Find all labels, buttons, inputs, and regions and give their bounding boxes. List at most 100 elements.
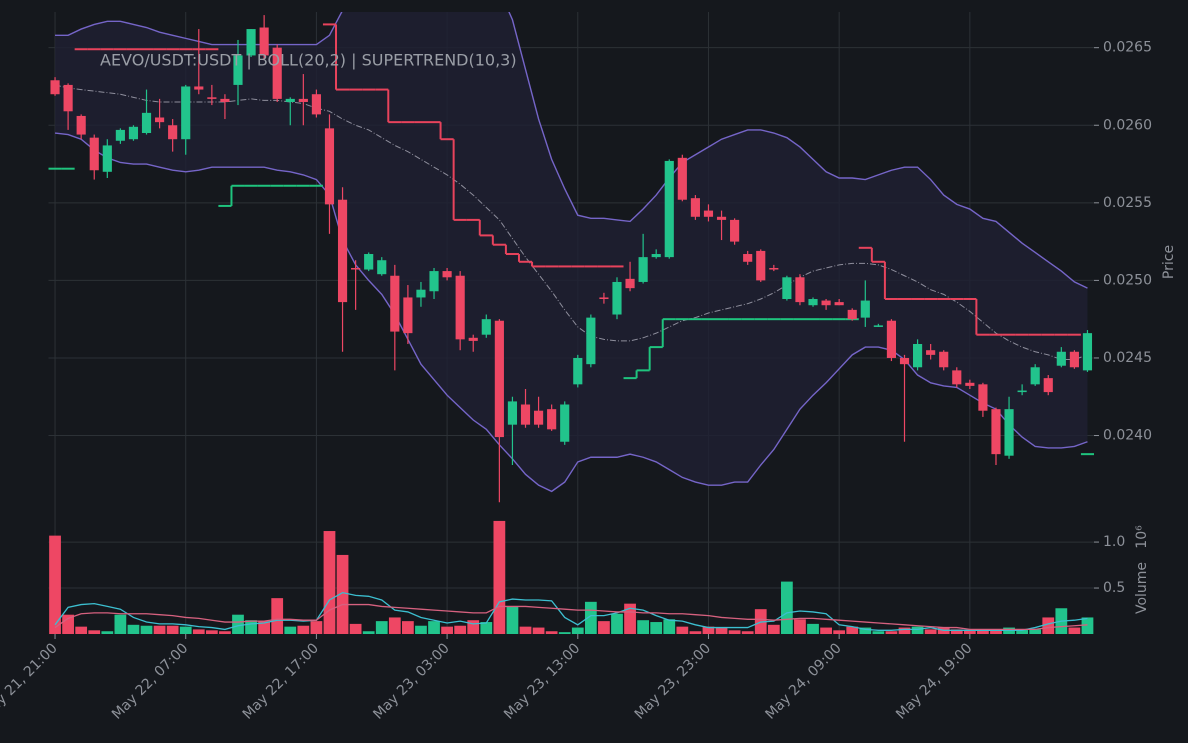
candle-body bbox=[873, 325, 883, 327]
candle-body bbox=[743, 254, 753, 262]
candle-body bbox=[494, 320, 504, 438]
volume-bar bbox=[101, 631, 114, 634]
price-panel bbox=[48, 12, 1094, 503]
candle-body bbox=[821, 300, 831, 306]
candle-body bbox=[233, 55, 243, 85]
candle-body bbox=[351, 267, 361, 270]
volume-panel bbox=[49, 520, 1094, 634]
candle-body bbox=[912, 344, 923, 368]
candle-body bbox=[1043, 378, 1053, 393]
candle-body bbox=[939, 351, 949, 368]
candle-body bbox=[769, 267, 779, 270]
candle-body bbox=[860, 300, 870, 318]
candle-body bbox=[586, 317, 596, 365]
volume-bar bbox=[114, 614, 127, 634]
volume-bar bbox=[232, 614, 244, 634]
candle-body bbox=[403, 297, 413, 334]
candle-body bbox=[128, 126, 139, 140]
candle-body bbox=[703, 210, 714, 217]
candle-body bbox=[246, 29, 256, 56]
volume-bar bbox=[284, 626, 297, 634]
volume-bar bbox=[584, 601, 597, 634]
y-tick-label: 0.0265 bbox=[1103, 40, 1152, 56]
volume-bar bbox=[689, 631, 702, 634]
candle-body bbox=[730, 219, 740, 242]
candle-body bbox=[63, 84, 73, 112]
volume-bar bbox=[715, 627, 728, 634]
y-tick-label: 0.5 bbox=[1103, 580, 1125, 596]
bollinger-fill bbox=[55, 12, 1088, 492]
volume-bar bbox=[820, 627, 832, 634]
volume-bar bbox=[88, 630, 101, 634]
volume-bar bbox=[663, 619, 676, 634]
candle-body bbox=[899, 357, 910, 365]
volume-bar bbox=[388, 617, 401, 634]
volume-bar bbox=[75, 626, 88, 634]
candle-body bbox=[612, 281, 622, 315]
candle-body bbox=[651, 254, 661, 258]
candle-body bbox=[1030, 367, 1040, 385]
volume-bar bbox=[859, 627, 872, 634]
volume-bar bbox=[650, 622, 663, 634]
volume-bar bbox=[506, 606, 519, 634]
volume-bar bbox=[807, 623, 819, 634]
volume-bar bbox=[49, 535, 61, 634]
volume-bar bbox=[624, 603, 636, 634]
candle-body bbox=[468, 337, 478, 341]
candle-body bbox=[220, 98, 230, 102]
volume-bar bbox=[637, 620, 650, 634]
candle-body bbox=[638, 257, 648, 282]
candle-body bbox=[677, 157, 687, 200]
volume-bar bbox=[245, 620, 257, 634]
candle-body bbox=[207, 97, 217, 99]
volume-bar bbox=[781, 581, 793, 634]
volume-bar bbox=[480, 622, 493, 634]
candle-body bbox=[756, 250, 766, 281]
candle-body bbox=[808, 299, 818, 306]
candle-body bbox=[965, 382, 975, 386]
volume-bar bbox=[467, 620, 480, 634]
candle-body bbox=[782, 277, 792, 300]
volume-bar bbox=[258, 621, 271, 634]
candle-body bbox=[847, 309, 857, 320]
candle-body bbox=[599, 297, 609, 300]
volume-bar bbox=[872, 631, 885, 634]
candle-body bbox=[155, 117, 165, 123]
candle-body bbox=[194, 86, 204, 90]
volume-bar bbox=[833, 630, 846, 634]
volume-ma bbox=[54, 591, 1088, 631]
axis-multiplier: 10⁶ bbox=[1134, 525, 1150, 549]
volume-bar bbox=[571, 627, 584, 634]
candle-body bbox=[181, 86, 191, 140]
candle-body bbox=[76, 115, 86, 135]
volume-bar bbox=[741, 631, 754, 634]
volume-bar bbox=[323, 531, 336, 634]
volume-bar bbox=[297, 625, 310, 634]
candle-body bbox=[455, 275, 465, 340]
volume-bar bbox=[271, 598, 284, 634]
candle-body bbox=[259, 27, 269, 56]
candle-body bbox=[324, 128, 335, 205]
volume-bar bbox=[767, 624, 780, 634]
volume-bar bbox=[166, 625, 179, 634]
volume-ma bbox=[54, 603, 1088, 631]
volume-bar bbox=[153, 625, 166, 634]
candle-body bbox=[795, 277, 805, 303]
volume-bar bbox=[1042, 617, 1055, 634]
volume-bar bbox=[415, 625, 427, 634]
candle-body bbox=[625, 278, 635, 289]
candle-body bbox=[1004, 409, 1014, 456]
bollinger-upper bbox=[55, 12, 1088, 289]
volume-bar bbox=[362, 631, 375, 634]
y-axis-label: Price bbox=[1161, 245, 1177, 279]
y-tick-label: 1.0 bbox=[1103, 534, 1125, 550]
candle-body bbox=[481, 319, 491, 335]
candle-body bbox=[1069, 351, 1079, 368]
y-tick-label: 0.0255 bbox=[1103, 195, 1152, 211]
candle-body bbox=[337, 199, 348, 303]
candle-body bbox=[102, 145, 112, 172]
volume-bar bbox=[140, 625, 153, 634]
volume-bar bbox=[454, 625, 467, 634]
volume-bar bbox=[728, 630, 741, 634]
